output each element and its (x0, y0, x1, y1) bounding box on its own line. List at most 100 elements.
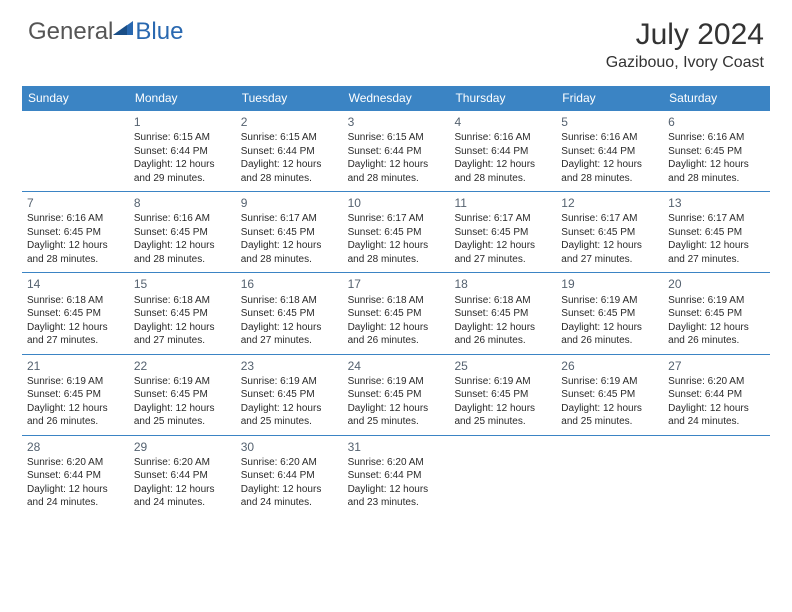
sunrise-text: Sunrise: 6:18 AM (241, 294, 338, 308)
daylight-text: Daylight: 12 hours and 26 minutes. (561, 321, 658, 348)
day-cell: 5Sunrise: 6:16 AMSunset: 6:44 PMDaylight… (556, 111, 663, 191)
day-cell: 13Sunrise: 6:17 AMSunset: 6:45 PMDayligh… (663, 192, 770, 272)
day-number: 11 (454, 195, 551, 211)
sunset-text: Sunset: 6:45 PM (668, 226, 765, 240)
day-number: 3 (348, 114, 445, 130)
day-cell: 2Sunrise: 6:15 AMSunset: 6:44 PMDaylight… (236, 111, 343, 191)
sunset-text: Sunset: 6:45 PM (27, 226, 124, 240)
sunrise-text: Sunrise: 6:19 AM (561, 375, 658, 389)
title-block: July 2024 Gazibouo, Ivory Coast (606, 18, 764, 72)
day-cell (22, 111, 129, 191)
sunrise-text: Sunrise: 6:15 AM (348, 131, 445, 145)
day-cell: 8Sunrise: 6:16 AMSunset: 6:45 PMDaylight… (129, 192, 236, 272)
day-number: 4 (454, 114, 551, 130)
sunrise-text: Sunrise: 6:15 AM (241, 131, 338, 145)
day-cell (663, 436, 770, 516)
day-number: 17 (348, 276, 445, 292)
sunrise-text: Sunrise: 6:20 AM (668, 375, 765, 389)
sunset-text: Sunset: 6:45 PM (241, 226, 338, 240)
weekday-header: Friday (556, 86, 663, 110)
day-number: 28 (27, 439, 124, 455)
daylight-text: Daylight: 12 hours and 24 minutes. (241, 483, 338, 510)
daylight-text: Daylight: 12 hours and 27 minutes. (561, 239, 658, 266)
sunset-text: Sunset: 6:45 PM (27, 307, 124, 321)
week-row: 1Sunrise: 6:15 AMSunset: 6:44 PMDaylight… (22, 110, 770, 191)
day-cell: 24Sunrise: 6:19 AMSunset: 6:45 PMDayligh… (343, 355, 450, 435)
sunrise-text: Sunrise: 6:20 AM (27, 456, 124, 470)
day-number: 10 (348, 195, 445, 211)
daylight-text: Daylight: 12 hours and 25 minutes. (134, 402, 231, 429)
day-cell: 4Sunrise: 6:16 AMSunset: 6:44 PMDaylight… (449, 111, 556, 191)
day-cell: 20Sunrise: 6:19 AMSunset: 6:45 PMDayligh… (663, 273, 770, 353)
daylight-text: Daylight: 12 hours and 26 minutes. (454, 321, 551, 348)
logo-text-blue: Blue (135, 18, 183, 46)
logo-triangle-icon (113, 21, 133, 35)
day-number: 29 (134, 439, 231, 455)
daylight-text: Daylight: 12 hours and 28 minutes. (561, 158, 658, 185)
sunrise-text: Sunrise: 6:17 AM (454, 212, 551, 226)
sunset-text: Sunset: 6:45 PM (348, 388, 445, 402)
day-number: 15 (134, 276, 231, 292)
calendar: Sunday Monday Tuesday Wednesday Thursday… (22, 86, 770, 516)
weekday-header: Wednesday (343, 86, 450, 110)
daylight-text: Daylight: 12 hours and 28 minutes. (348, 158, 445, 185)
location-label: Gazibouo, Ivory Coast (606, 54, 764, 72)
day-number: 12 (561, 195, 658, 211)
sunrise-text: Sunrise: 6:17 AM (668, 212, 765, 226)
header: General Blue July 2024 Gazibouo, Ivory C… (0, 0, 792, 80)
daylight-text: Daylight: 12 hours and 28 minutes. (241, 158, 338, 185)
daylight-text: Daylight: 12 hours and 27 minutes. (241, 321, 338, 348)
daylight-text: Daylight: 12 hours and 24 minutes. (668, 402, 765, 429)
day-cell: 22Sunrise: 6:19 AMSunset: 6:45 PMDayligh… (129, 355, 236, 435)
sunrise-text: Sunrise: 6:18 AM (27, 294, 124, 308)
daylight-text: Daylight: 12 hours and 26 minutes. (668, 321, 765, 348)
daylight-text: Daylight: 12 hours and 28 minutes. (454, 158, 551, 185)
page-title: July 2024 (606, 18, 764, 52)
sunset-text: Sunset: 6:45 PM (668, 145, 765, 159)
day-cell: 1Sunrise: 6:15 AMSunset: 6:44 PMDaylight… (129, 111, 236, 191)
daylight-text: Daylight: 12 hours and 27 minutes. (134, 321, 231, 348)
day-cell: 7Sunrise: 6:16 AMSunset: 6:45 PMDaylight… (22, 192, 129, 272)
day-number: 2 (241, 114, 338, 130)
daylight-text: Daylight: 12 hours and 28 minutes. (27, 239, 124, 266)
daylight-text: Daylight: 12 hours and 24 minutes. (27, 483, 124, 510)
daylight-text: Daylight: 12 hours and 28 minutes. (348, 239, 445, 266)
day-number: 25 (454, 358, 551, 374)
sunrise-text: Sunrise: 6:20 AM (134, 456, 231, 470)
day-number: 26 (561, 358, 658, 374)
day-cell: 6Sunrise: 6:16 AMSunset: 6:45 PMDaylight… (663, 111, 770, 191)
day-number: 31 (348, 439, 445, 455)
weekday-header: Monday (129, 86, 236, 110)
day-cell: 14Sunrise: 6:18 AMSunset: 6:45 PMDayligh… (22, 273, 129, 353)
day-number: 16 (241, 276, 338, 292)
sunrise-text: Sunrise: 6:17 AM (348, 212, 445, 226)
week-row: 28Sunrise: 6:20 AMSunset: 6:44 PMDayligh… (22, 435, 770, 516)
day-number: 13 (668, 195, 765, 211)
day-number: 19 (561, 276, 658, 292)
sunset-text: Sunset: 6:44 PM (348, 469, 445, 483)
weekday-header: Thursday (449, 86, 556, 110)
day-cell (449, 436, 556, 516)
daylight-text: Daylight: 12 hours and 28 minutes. (241, 239, 338, 266)
day-cell: 17Sunrise: 6:18 AMSunset: 6:45 PMDayligh… (343, 273, 450, 353)
week-row: 7Sunrise: 6:16 AMSunset: 6:45 PMDaylight… (22, 191, 770, 272)
sunset-text: Sunset: 6:45 PM (348, 307, 445, 321)
logo-text-general: General (28, 18, 113, 46)
daylight-text: Daylight: 12 hours and 26 minutes. (348, 321, 445, 348)
daylight-text: Daylight: 12 hours and 27 minutes. (454, 239, 551, 266)
sunrise-text: Sunrise: 6:19 AM (134, 375, 231, 389)
sunset-text: Sunset: 6:45 PM (561, 388, 658, 402)
sunset-text: Sunset: 6:45 PM (134, 307, 231, 321)
daylight-text: Daylight: 12 hours and 24 minutes. (134, 483, 231, 510)
sunrise-text: Sunrise: 6:19 AM (561, 294, 658, 308)
day-number: 7 (27, 195, 124, 211)
day-number: 1 (134, 114, 231, 130)
weekday-header: Saturday (663, 86, 770, 110)
sunset-text: Sunset: 6:45 PM (561, 307, 658, 321)
daylight-text: Daylight: 12 hours and 27 minutes. (27, 321, 124, 348)
daylight-text: Daylight: 12 hours and 25 minutes. (348, 402, 445, 429)
day-number: 9 (241, 195, 338, 211)
day-number: 5 (561, 114, 658, 130)
sunrise-text: Sunrise: 6:17 AM (241, 212, 338, 226)
day-cell: 23Sunrise: 6:19 AMSunset: 6:45 PMDayligh… (236, 355, 343, 435)
